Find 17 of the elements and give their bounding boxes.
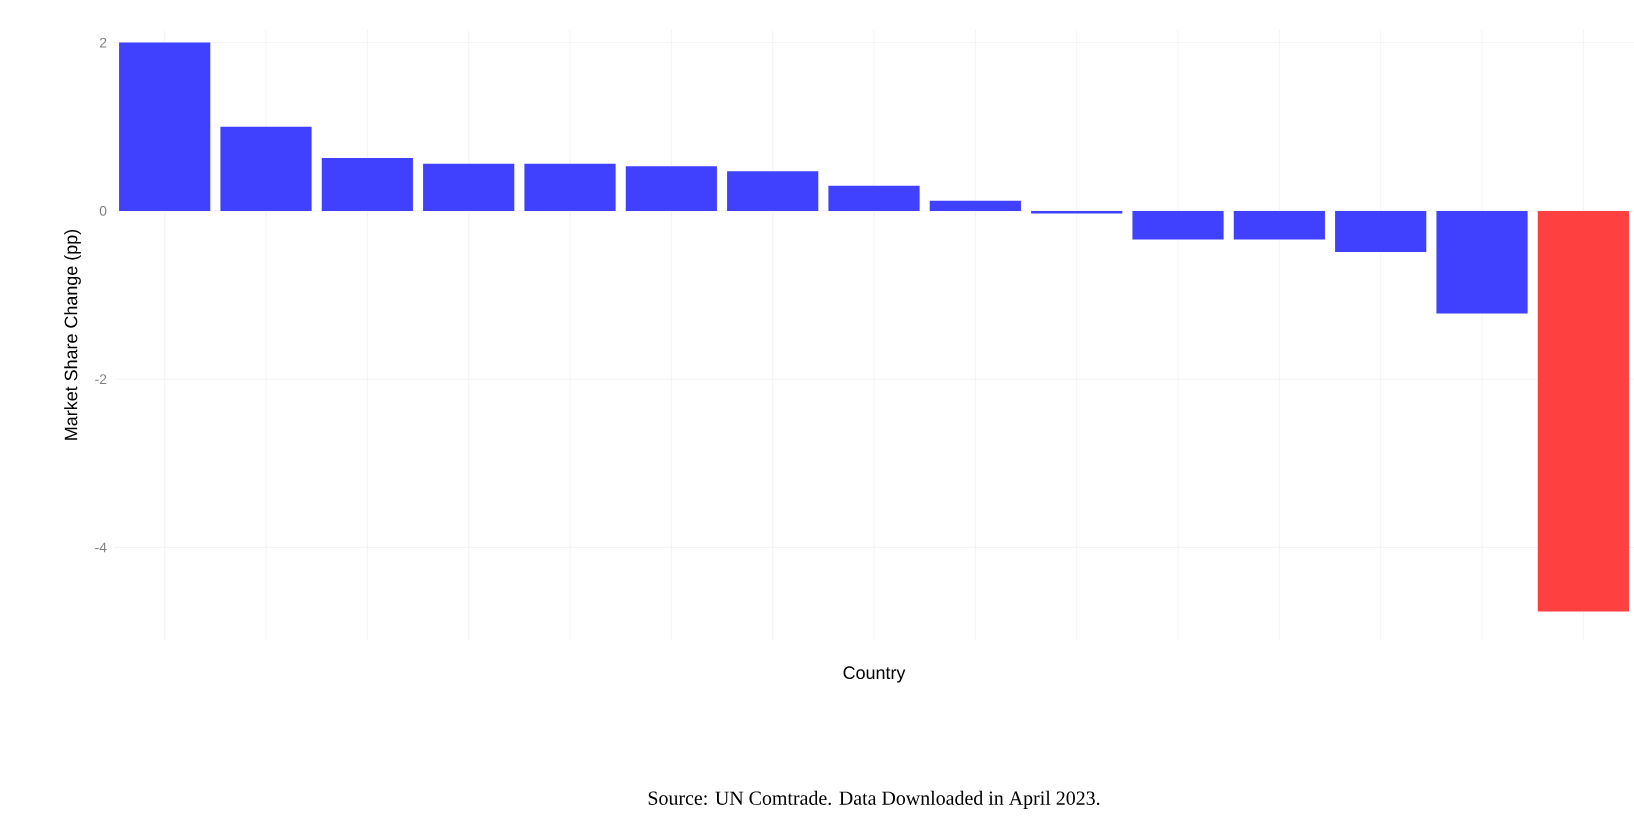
bar: [321, 157, 413, 211]
bar: [1335, 210, 1427, 253]
bar: [828, 185, 920, 211]
source-note: Source: UN Comtrade. Data Downloaded in April 2023.: [648, 790, 1100, 809]
bar: [1537, 210, 1629, 612]
bar: [220, 126, 312, 211]
x-axis-title: Country: [843, 666, 906, 683]
bar: [1233, 210, 1325, 240]
bar: [524, 163, 616, 211]
bar: [625, 166, 717, 211]
bar: [119, 42, 211, 211]
y-axis-title: Market Share Change (pp): [64, 229, 81, 440]
bar: [1132, 210, 1224, 240]
bar: [423, 163, 515, 211]
bar: [727, 171, 819, 211]
bar: [929, 200, 1021, 211]
bar: [1436, 210, 1528, 314]
